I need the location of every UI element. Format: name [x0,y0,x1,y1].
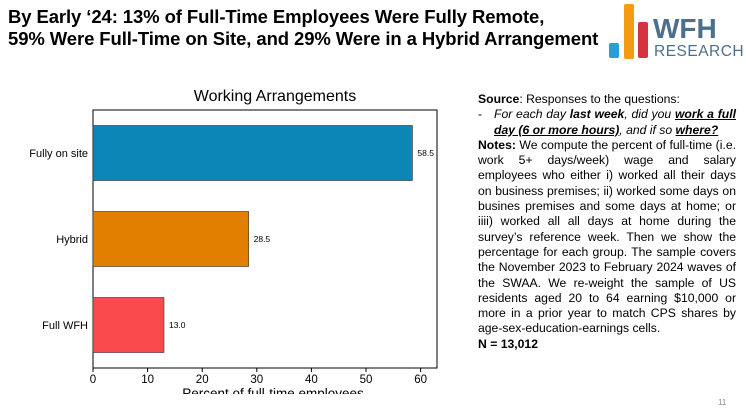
headline-line-1: By Early ‘24: 13% of Full-Time Employees… [8,6,545,27]
category-label-full-wfh: Full WFH [42,320,88,332]
source-line: Source: Responses to the questions: [478,92,736,107]
question-part-1: For each day [494,107,570,122]
logo-word-wfh: WFH [653,13,717,44]
x-tick-label-0: 0 [90,374,96,386]
category-label-fully-on-site: Fully on site [29,148,88,160]
logo-bar-1 [609,43,619,58]
bar-fully-on-site [92,125,413,181]
bar-hybrid [92,211,249,267]
x-tick-label-50: 50 [360,374,373,386]
notes-panel: Source: Responses to the questions: - Fo… [478,92,736,352]
source-label: Source [478,92,520,106]
logo-bar-2 [624,4,634,59]
logo-bar-3 [638,22,648,58]
source-text: : Responses to the questions: [519,92,680,106]
bar-full-wfh [92,297,165,353]
x-tick-label-10: 10 [141,374,154,386]
source-question: - For each day last week, did you work a… [478,107,736,138]
question-part-2: last week [569,107,625,122]
bullet-dash: - [478,107,483,122]
question-part-5: , and if so [619,122,676,137]
question-text: For each day last week, did you work a f… [494,107,736,138]
headline: By Early ‘24: 13% of Full-Time Employees… [8,6,618,50]
x-tick-label-40: 40 [305,374,318,386]
question-part-6: where? [675,122,719,137]
headline-line-2: 59% Were Full-Time on Site, and 29% Were… [8,28,599,49]
bar-chart: 58.5 Fully on site 28.5 Hybrid 13.0 Full WFH 0… [29,109,438,394]
question-part-4: work a full day (6 or more hours) [494,107,736,137]
category-label-hybrid: Hybrid [56,234,88,246]
notes-text: We compute the percent of full-time (i.e… [478,137,736,336]
x-tick-label-30: 30 [250,374,263,386]
x-axis-label: Percent of full-time employees [182,386,364,394]
wfh-research-logo: WFH RESEARCH [609,4,744,60]
data-label-hybrid: 28.5 [254,234,271,244]
chart-title: Working Arrangements [193,88,357,105]
question-part-3: , did you [624,107,675,122]
sample-size: N = 13,012 [478,336,538,351]
notes-paragraph: Notes: We compute the percent of full-ti… [478,138,736,337]
data-label-fully-on-site: 58.5 [417,148,434,158]
x-tick-label-60: 60 [414,374,427,386]
x-tick-label-20: 20 [196,374,209,386]
logo-word-research: RESEARCH [654,43,744,60]
notes-label: Notes: [478,137,516,152]
data-label-full-wfh: 13.0 [169,320,186,330]
page-number: 11 [718,398,727,407]
